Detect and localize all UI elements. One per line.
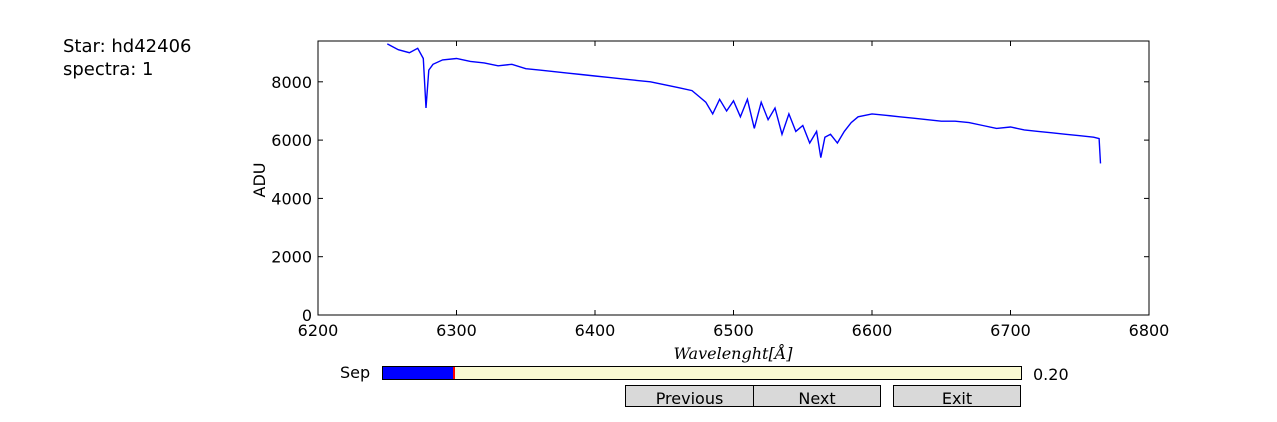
next-button[interactable]: Next xyxy=(753,385,881,408)
y-tick-label: 6000 xyxy=(271,131,312,150)
y-axis-label: ADU xyxy=(250,163,269,198)
x-tick-label: 6600 xyxy=(852,321,893,340)
sep-slider[interactable] xyxy=(382,366,1022,380)
y-tick-label: 0 xyxy=(302,306,312,325)
y-tick-label: 2000 xyxy=(271,248,312,267)
y-tick-label: 8000 xyxy=(271,73,312,92)
axis-ticks: 6200 6300 6400 6500 6600 6700 6800 0 2000 4000 600… xyxy=(271,41,1169,340)
sep-slider-initial-marker xyxy=(452,367,455,379)
x-tick-label: 6200 xyxy=(298,321,339,340)
sep-slider-label: Sep xyxy=(340,363,371,382)
spectra-label: spectra: 1 xyxy=(63,59,154,80)
star-info: Star: hd42406 spectra: 1 xyxy=(63,35,191,81)
x-tick-label: 6700 xyxy=(990,321,1031,340)
previous-button[interactable]: Previous xyxy=(625,385,754,408)
spectrum-line xyxy=(386,43,1102,164)
x-tick-label: 6800 xyxy=(1129,321,1170,340)
star-label: Star: hd42406 xyxy=(63,36,192,57)
x-tick-label: 6400 xyxy=(575,321,616,340)
x-tick-label: 6500 xyxy=(713,321,754,340)
y-tick-label: 4000 xyxy=(271,189,312,208)
x-tick-label: 6300 xyxy=(436,321,477,340)
sep-slider-fill[interactable] xyxy=(383,367,454,379)
exit-button[interactable]: Exit xyxy=(893,385,1021,408)
sep-slider-value: 0.20 xyxy=(1033,365,1069,384)
plot-area xyxy=(317,40,1150,316)
x-axis-label: Wavelenght[Å] xyxy=(673,343,793,363)
